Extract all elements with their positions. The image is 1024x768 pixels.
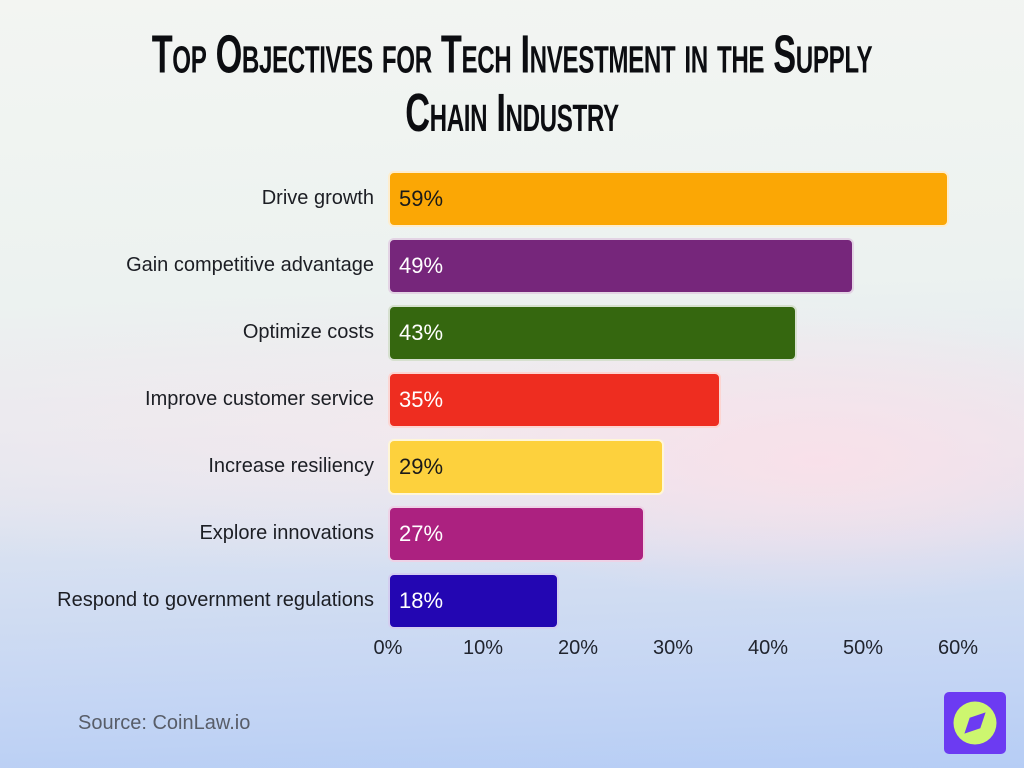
category-label: Respond to government regulations xyxy=(57,589,374,611)
bar: 43% xyxy=(388,304,797,361)
chart-row: Gain competitive advantage 49% xyxy=(0,232,1024,299)
compass-icon xyxy=(944,692,1006,754)
x-axis-tick: 30% xyxy=(652,637,694,659)
chart-title-line-1: Top Objectives for Tech Investment in th… xyxy=(151,24,873,85)
value-label: 49% xyxy=(399,252,444,278)
chart-row: Explore innovations 27% xyxy=(0,500,1024,567)
category-label: Gain competitive advantage xyxy=(126,254,374,276)
value-label: 59% xyxy=(399,185,444,211)
x-axis-tick: 0% xyxy=(373,637,403,659)
value-label: 27% xyxy=(399,520,444,546)
value-label: 29% xyxy=(399,453,444,479)
bar: 35% xyxy=(388,371,721,428)
source-attribution: Source: CoinLaw.io xyxy=(78,712,251,734)
category-label: Optimize costs xyxy=(242,321,374,343)
bar: 59% xyxy=(388,170,949,227)
x-axis-tick: 20% xyxy=(557,637,599,659)
bar: 49% xyxy=(388,237,854,294)
value-label: 18% xyxy=(399,587,444,613)
category-label: Drive growth xyxy=(261,187,374,209)
category-label: Increase resiliency xyxy=(208,455,374,477)
chart-title-line-2: Chain Industry xyxy=(405,83,619,144)
coinlaw-logo-needle xyxy=(964,712,986,734)
chart-row: Increase resiliency 29% xyxy=(0,433,1024,500)
x-axis-tick: 60% xyxy=(937,637,979,659)
chart-title: Top Objectives for Tech Investment in th… xyxy=(113,24,912,144)
bar: 18% xyxy=(388,572,559,629)
bar: 27% xyxy=(388,505,645,562)
chart-row: Respond to government regulations 18% xyxy=(0,567,1024,634)
x-axis: 0% 10% 20% 30% 40% 50% 60% xyxy=(374,633,978,663)
x-axis-tick: 40% xyxy=(747,637,789,659)
value-label: 35% xyxy=(399,386,444,412)
coinlaw-logo xyxy=(944,692,1006,754)
chart-row: Optimize costs 43% xyxy=(0,299,1024,366)
category-label: Improve customer service xyxy=(145,388,374,410)
x-axis-tick: 50% xyxy=(842,637,884,659)
bar: 29% xyxy=(388,438,664,495)
category-label: Explore innovations xyxy=(199,522,374,544)
chart-row: Drive growth 59% xyxy=(0,165,1024,232)
x-axis-tick: 10% xyxy=(462,637,504,659)
value-label: 43% xyxy=(399,319,444,345)
bar-chart: Drive growth 59% Gain competitive advant… xyxy=(0,165,1024,634)
chart-row: Improve customer service 35% xyxy=(0,366,1024,433)
